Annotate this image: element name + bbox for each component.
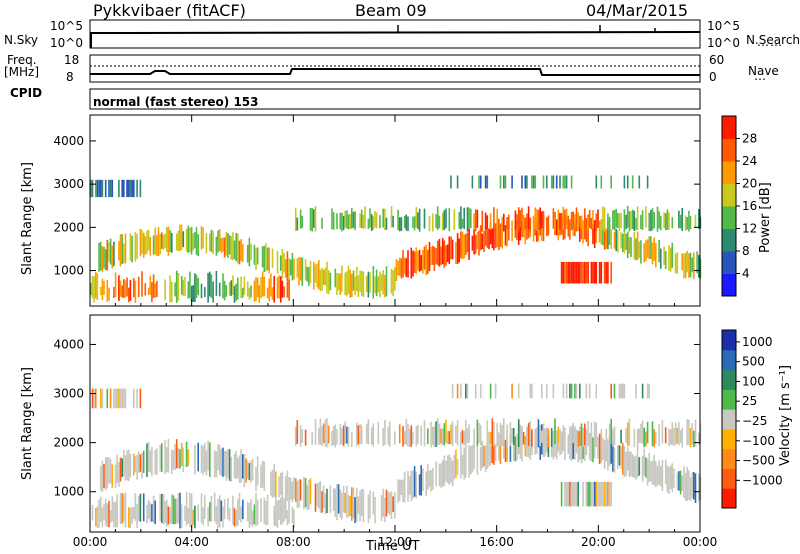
chart-title: Pykkvibaer (fitACF) (93, 1, 246, 20)
power-colorbar-tick-label: 24 (742, 154, 757, 168)
xtick-label: 08:00 (276, 535, 311, 549)
velocity-plot: 1000 2000 3000 4000 00:00 04:00 08:00 12:00 16:0… (53, 314, 783, 549)
cpid-text: normal (fast stereo) 153 (93, 95, 259, 109)
velocity-colorbar-tick-label: 100 (742, 374, 765, 388)
power-colorbar-swatch (722, 183, 736, 207)
velocity-colorbar-tick-label: −1000 (742, 473, 783, 487)
freq-label-line2: [MHz] (4, 65, 40, 79)
beam-label: Beam 09 (355, 1, 427, 20)
nave-label: Nave (748, 64, 779, 78)
power-colorbar-tick-label: 12 (742, 222, 757, 236)
power-y-axis-label: Slant Range [km] (20, 162, 35, 275)
velocity-colorbar-swatch (722, 468, 736, 489)
power-ytick-label: 2000 (53, 220, 84, 234)
velocity-colorbar-swatch (722, 428, 736, 450)
velocity-colorbar-swatch (722, 330, 736, 351)
velocity-colorbar-tick-label: 1000 (742, 335, 773, 349)
velocity-colorbar-swatch (722, 488, 736, 509)
power-colorbar-label: Power [dB] (758, 182, 773, 253)
velocity-colorbar-frame (721, 329, 737, 509)
power-colorbar-tick-label: 20 (742, 177, 757, 191)
nsky-tick-bottom: 10^0 (50, 36, 83, 50)
summary-panels-svg (89, 19, 701, 110)
velocity-colorbar-swatch (722, 448, 736, 469)
nave-tick-bottom: 0 (709, 70, 717, 84)
velocity-ytick-label: 4000 (53, 337, 84, 351)
velocity-colorbar-label: Velocity [m s⁻¹] (778, 365, 793, 466)
freq-line (90, 68, 700, 76)
power-colorbar-tick-label: 28 (742, 132, 757, 146)
date-label: 04/Mar/2015 (586, 1, 689, 20)
nsky-label: N.Sky (4, 33, 39, 47)
cpid-label: CPID (10, 86, 43, 100)
power-colorbar-swatch (722, 251, 736, 274)
nave-tick-top: 60 (709, 53, 725, 67)
power-colorbar-swatch (722, 116, 736, 139)
freq-tick-bottom: 8 (66, 70, 74, 84)
xtick-label: 16:00 (479, 535, 514, 549)
velocity-ytick-label: 2000 (53, 436, 84, 450)
nsky-tick-bottom-right: 10^0 (707, 36, 740, 50)
power-colorbar-tick-label: 4 (742, 267, 750, 281)
nsky-line (89, 31, 701, 34)
freq-panel-frame (89, 54, 701, 83)
power-echo-field (90, 175, 702, 303)
xtick-label: 12:00 (378, 535, 413, 549)
velocity-colorbar-tick-label: −100 (742, 434, 775, 448)
nsky-tick-top-right: 10^5 (707, 19, 740, 33)
power-ytick-label: 1000 (53, 264, 84, 278)
power-colorbar-tick-label: 16 (742, 199, 757, 213)
nsky-panel-frame (89, 19, 701, 49)
velocity-ytick-label: 1000 (53, 485, 84, 499)
power-plot: 1000 2000 3000 4000 4 8 12 16 20 24 28 (53, 114, 757, 307)
velocity-echo-field (91, 383, 702, 529)
velocity-colorbar-swatch (722, 389, 736, 410)
power-colorbar-swatch (722, 161, 736, 184)
power-colorbar-swatch (722, 206, 736, 229)
power-colorbar-swatch (722, 228, 736, 252)
velocity-colorbar-swatch (722, 349, 736, 371)
velocity-colorbar-swatch (722, 369, 736, 390)
nave-legend-dots: ⋯ (754, 72, 766, 86)
velocity-colorbar-tick-label: −25 (742, 414, 767, 428)
x-axis-label: Time UT (366, 539, 420, 554)
power-ytick-label: 3000 (53, 177, 84, 191)
xtick-label: 20:00 (581, 535, 616, 549)
nsky-tick-top: 10^5 (50, 19, 83, 33)
power-colorbar-swatch (722, 273, 736, 297)
freq-tick-top: 18 (64, 53, 80, 67)
power-colorbar-tick-label: 8 (742, 244, 750, 258)
xtick-label: 04:00 (174, 535, 209, 549)
velocity-y-axis-label: Slant Range [km] (20, 367, 35, 480)
velocity-colorbar-tick-label: −500 (742, 454, 775, 468)
power-colorbar-swatch (722, 138, 736, 162)
velocity-ytick-label: 3000 (53, 387, 84, 401)
velocity-colorbar-tick-label: 500 (742, 355, 765, 369)
freq-label-line1: Freq. (7, 53, 37, 67)
nsearch-legend-dots: ⋯⋯ (757, 38, 783, 52)
xtick-label: 00:00 (683, 535, 718, 549)
xtick-label: 00:00 (73, 535, 108, 549)
power-ytick-label: 4000 (53, 134, 84, 148)
velocity-colorbar-tick-label: 25 (742, 394, 757, 408)
velocity-colorbar-swatch (722, 409, 736, 430)
nsearch-label: N.Search (746, 33, 800, 47)
cpid-panel-frame (89, 88, 701, 110)
